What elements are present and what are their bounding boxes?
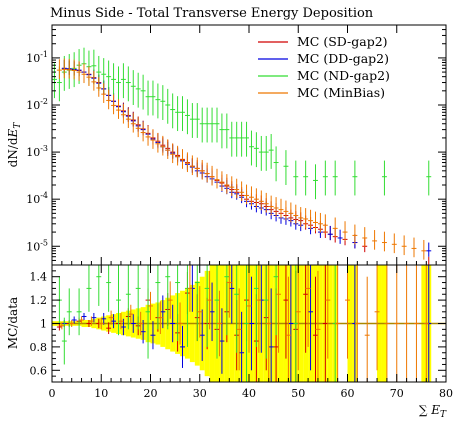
x-axis-label: ∑ ET [419, 403, 447, 420]
ratio-series-mc-minbias [59, 265, 429, 382]
x-tick-label: 10 [94, 387, 108, 400]
ratio-panel-marks [52, 265, 446, 382]
y-axis-label-main: dN/dET [6, 122, 23, 168]
ratio-y-tick-label: 0.8 [30, 341, 48, 354]
y-tick-label: 10-2 [26, 97, 48, 112]
ratio-y-tick-label: 1.4 [30, 271, 48, 284]
y-tick-label: 10-1 [26, 50, 48, 65]
main-panel-marks [52, 47, 432, 266]
legend-label: MC (SD-gap2) [297, 34, 388, 49]
legend-label: MC (DD-gap2) [297, 51, 389, 66]
series-mc-minbias [56, 58, 427, 260]
legend-label: MC (ND-gap2) [297, 68, 390, 83]
main-panel-axes: 10-5 10-4 10-3 10-2 10-1 dN/dET [6, 24, 447, 266]
chart-title: Minus Side - Total Transverse Energy Dep… [50, 6, 374, 21]
ratio-y-tick-label: 1 [40, 318, 47, 331]
ratio-y-tick-label: 0.6 [30, 364, 48, 377]
ratio-panel-axes: 0.6 0.8 1 1.2 1.4 0 10 20 30 40 50 60 70 80 MC/data ∑ E… [6, 264, 453, 420]
y-tick-label: 10-5 [26, 238, 48, 253]
x-tick-label: 30 [193, 387, 207, 400]
x-tick-label: 20 [144, 387, 158, 400]
x-tick-label: 60 [341, 387, 355, 400]
x-tick-label: 70 [390, 387, 404, 400]
main-panel: 10-510-410-310-210-1dN/dET MC (SD-gap2)M… [6, 24, 447, 266]
legend-label: MC (MinBias) [297, 85, 385, 100]
x-tick-label: 80 [439, 387, 453, 400]
series-mc-nd-gap2 [52, 47, 432, 200]
y-tick-label: 10-3 [26, 144, 48, 159]
legend: MC (SD-gap2) MC (DD-gap2) MC (ND-gap2) MC (… [258, 34, 390, 100]
y-tick-label: 10-4 [26, 191, 48, 206]
ratio-panel: 0.6 0.8 1 1.2 1.4 0 10 20 30 40 50 60 70 80 MC/data ∑ E… [6, 264, 453, 420]
y-axis-label-ratio: MC/data [6, 297, 20, 349]
x-tick-label: 50 [291, 387, 305, 400]
ratio-y-tick-label: 1.2 [30, 294, 48, 307]
x-tick-label: 0 [49, 387, 56, 400]
x-tick-label: 40 [242, 387, 256, 400]
